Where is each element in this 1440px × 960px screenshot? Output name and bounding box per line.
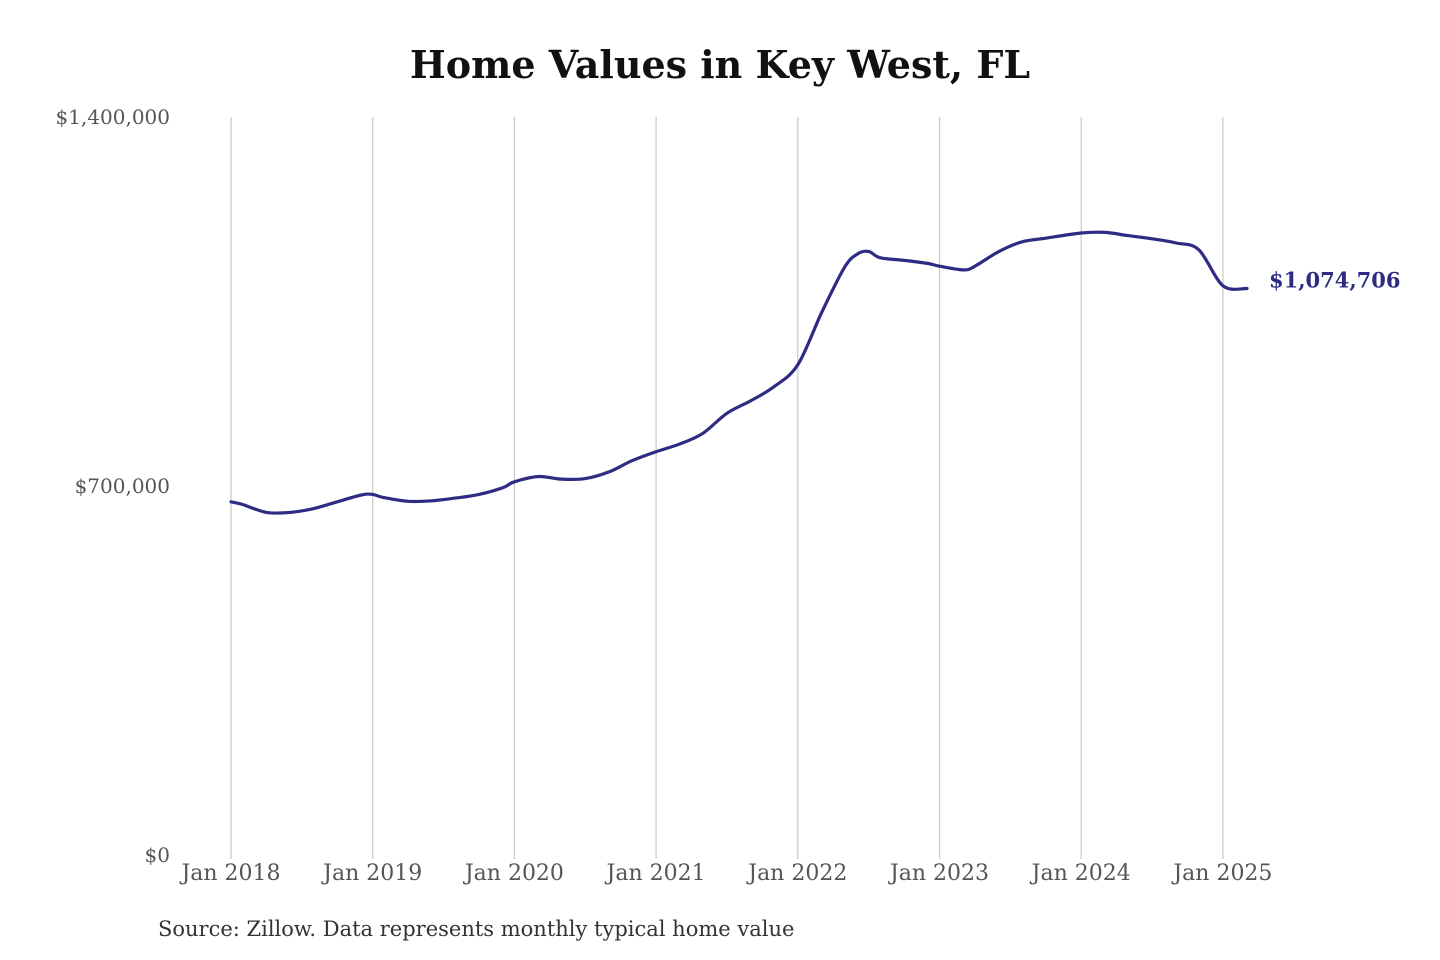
series-line <box>229 230 1249 515</box>
x-tick-label-0: Jan 2018 <box>179 861 280 886</box>
chart-title: Home Values in Key West, FL <box>409 42 1031 87</box>
x-tick-label-1: Jan 2019 <box>321 861 422 886</box>
x-axis-ticks: Jan 2018 Jan 2019 Jan 2020 Jan 2021 Jan 2022… <box>179 861 1272 886</box>
x-tick-label-6: Jan 2024 <box>1030 861 1131 886</box>
x-tick-label-4: Jan 2022 <box>746 861 847 886</box>
y-tick-label-0: $0 <box>145 843 170 867</box>
x-tick-label-2: Jan 2020 <box>463 861 564 886</box>
x-tick-label-3: Jan 2021 <box>605 861 706 886</box>
x-tick-label-7: Jan 2025 <box>1171 861 1272 886</box>
y-tick-label-2: $1,400,000 <box>55 105 170 129</box>
series-layer <box>229 230 1249 515</box>
y-tick-label-1: $700,000 <box>75 474 170 498</box>
gridlines <box>230 117 1224 859</box>
y-axis-ticks: $0 $700,000 $1,400,000 <box>55 105 170 867</box>
end-label-layer: $1,074,706 <box>1269 267 1401 292</box>
end-value-label: $1,074,706 <box>1269 267 1401 292</box>
x-tick-label-5: Jan 2023 <box>888 861 989 886</box>
source-note: Source: Zillow. Data represents monthly … <box>158 917 795 941</box>
